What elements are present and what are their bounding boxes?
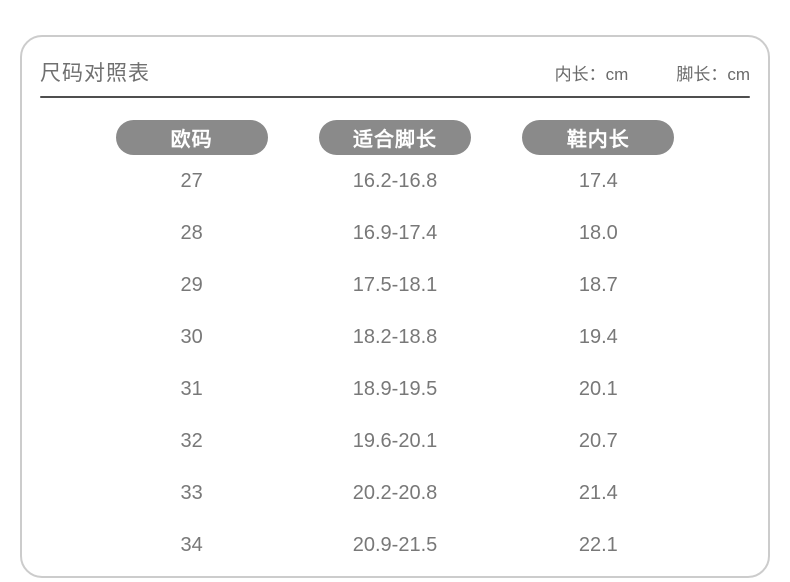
cell-eu-size: 34 (180, 533, 203, 556)
cell-eu-size: 32 (180, 429, 203, 452)
cell-foot-length: 19.6-20.1 (352, 429, 438, 452)
foot-length-unit-label: 脚长：cm (676, 65, 750, 84)
cell-inner-length: 19.4 (578, 325, 618, 348)
table-row: 29 17.5-18.1 18.7 (90, 259, 700, 311)
column-header-label: 适合脚长 (352, 129, 437, 151)
column-header-eu-size: 欧码 (115, 120, 268, 155)
table-row: 30 18.2-18.8 19.4 (90, 311, 700, 363)
unit-labels: 内长：cm 脚长：cm (555, 60, 750, 85)
cell-inner-length: 20.7 (578, 429, 618, 452)
table-header-row: 欧码 适合脚长 鞋内长 (90, 120, 700, 155)
cell-foot-length: 16.9-17.4 (352, 221, 438, 244)
cell-foot-length: 20.9-21.5 (352, 533, 438, 556)
cell-inner-length: 18.7 (578, 273, 618, 296)
cell-inner-length: 18.0 (578, 221, 618, 244)
table-row: 32 19.6-20.1 20.7 (90, 415, 700, 467)
cell-eu-size: 27 (180, 169, 203, 192)
cell-eu-size: 28 (180, 221, 203, 244)
cell-foot-length: 20.2-20.8 (352, 481, 438, 504)
size-chart-card: 尺码对照表 内长：cm 脚长：cm 欧码 适合脚长 鞋内长 27 16.2-16… (20, 35, 770, 578)
cell-foot-length: 16.2-16.8 (352, 169, 438, 192)
column-header-inner-length: 鞋内长 (522, 120, 675, 155)
table-row: 27 16.2-16.8 17.4 (90, 155, 700, 207)
table-row: 33 20.2-20.8 21.4 (90, 467, 700, 519)
table-row: 28 16.9-17.4 18.0 (90, 207, 700, 259)
column-header-foot-length: 适合脚长 (318, 120, 471, 155)
cell-foot-length: 17.5-18.1 (352, 273, 438, 296)
column-header-label: 鞋内长 (566, 129, 630, 151)
card-header: 尺码对照表 内长：cm 脚长：cm (22, 37, 768, 87)
page-title: 尺码对照表 (40, 62, 150, 85)
header-divider (40, 96, 750, 98)
cell-inner-length: 22.1 (578, 533, 618, 556)
cell-inner-length: 21.4 (578, 481, 618, 504)
cell-eu-size: 33 (180, 481, 203, 504)
cell-inner-length: 20.1 (578, 377, 618, 400)
table-row: 34 20.9-21.5 22.1 (90, 519, 700, 571)
cell-foot-length: 18.2-18.8 (352, 325, 438, 348)
cell-eu-size: 29 (180, 273, 203, 296)
column-header-label: 欧码 (170, 129, 213, 151)
cell-eu-size: 30 (180, 325, 203, 348)
size-table: 欧码 适合脚长 鞋内长 27 16.2-16.8 17.4 28 16.9-17… (90, 120, 700, 571)
cell-inner-length: 17.4 (578, 169, 618, 192)
cell-foot-length: 18.9-19.5 (352, 377, 438, 400)
table-row: 31 18.9-19.5 20.1 (90, 363, 700, 415)
cell-eu-size: 31 (180, 377, 203, 400)
table-body: 27 16.2-16.8 17.4 28 16.9-17.4 18.0 29 1… (90, 155, 700, 571)
inner-length-unit-label: 内长：cm (554, 65, 629, 84)
